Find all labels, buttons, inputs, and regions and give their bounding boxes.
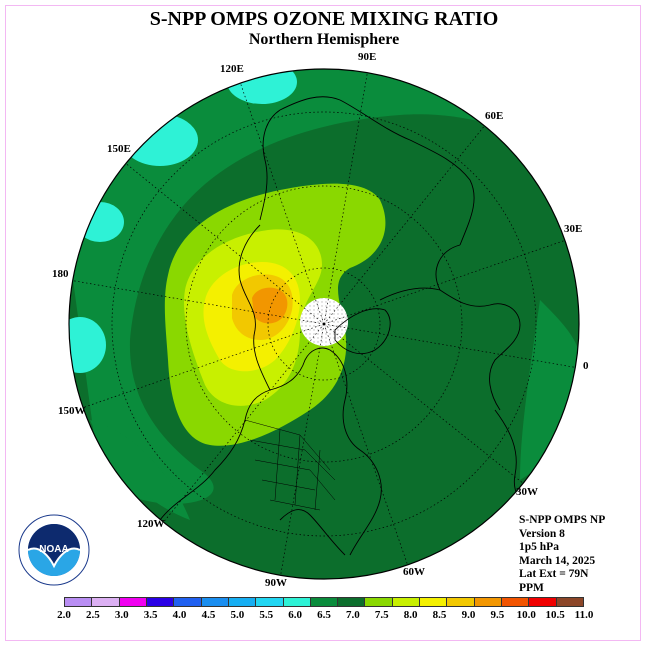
us-states xyxy=(244,419,336,511)
colorbar-cell xyxy=(420,598,448,606)
colorbar-cell xyxy=(256,598,284,606)
field-5-5-d xyxy=(69,317,106,373)
colorbar-cell xyxy=(447,598,475,606)
meridian-90w xyxy=(279,323,325,579)
lon-label-120e: 120E xyxy=(220,63,244,75)
lon-label-90w: 90W xyxy=(265,577,287,589)
coast-greenland xyxy=(334,308,391,354)
meridian-0 xyxy=(323,323,579,369)
lat-circle-60 xyxy=(185,185,463,463)
pole-missing-data xyxy=(300,298,348,346)
colorbar-tick-label: 2.5 xyxy=(86,609,100,621)
coast-north-america xyxy=(159,224,382,556)
info-block: S-NPP OMPS NP Version 8 1p5 hPa March 14… xyxy=(519,514,605,595)
meridian-90e xyxy=(323,69,369,325)
colorbar-cell xyxy=(392,598,421,606)
lon-label-0: 0 xyxy=(583,360,589,372)
map-title: S-NPP OMPS OZONE MIXING RATIO xyxy=(149,8,499,30)
colorbar-cell xyxy=(365,598,393,606)
info-units: PPM xyxy=(519,581,544,594)
map-boundary xyxy=(68,68,580,580)
colorbar-cell xyxy=(310,598,339,606)
colorbar-tick-label: 3.0 xyxy=(114,609,129,621)
field-9-5 xyxy=(252,287,288,324)
lon-label-30w: 30W xyxy=(516,486,538,498)
colorbar-tick-label: 5.5 xyxy=(259,609,274,621)
graticule xyxy=(69,69,579,579)
lon-label-150w: 150W xyxy=(58,405,86,417)
colorbar-cell xyxy=(338,598,366,606)
colorbar-tick-label: 11.0 xyxy=(574,609,594,621)
coast-europe xyxy=(379,244,521,411)
field-5-5-b xyxy=(122,114,198,166)
colorbar-tick-label: 5.0 xyxy=(230,609,245,621)
meridian-30e xyxy=(323,239,567,325)
map-subtitle: Northern Hemisphere xyxy=(248,31,400,48)
meridian-120w xyxy=(161,323,325,525)
page-frame xyxy=(5,5,641,641)
meridian-30w xyxy=(323,323,525,485)
lon-label-30e: 30E xyxy=(564,223,583,235)
lon-label-180: 180 xyxy=(52,268,69,280)
colorbar-cell xyxy=(92,598,120,606)
colorbar-tick-label: 6.5 xyxy=(317,609,331,621)
colorbar-cell xyxy=(529,598,557,606)
colorbar xyxy=(64,597,584,607)
colorbar-tick-label: 8.0 xyxy=(403,609,418,621)
coast-asia xyxy=(259,96,475,246)
colorbar-tick-label: 8.5 xyxy=(432,609,447,621)
field-6-5-west xyxy=(69,69,560,504)
info-product: S-NPP OMPS NP xyxy=(519,514,606,526)
colorbar-cell xyxy=(201,598,229,606)
info-lat-ext: Lat Ext = 79N xyxy=(519,568,589,580)
meridian-60e xyxy=(323,123,487,325)
lon-label-90e: 90E xyxy=(358,51,377,63)
lon-label-60w: 60W xyxy=(403,566,425,578)
lat-circle-40 xyxy=(111,111,537,537)
colorbar-cell xyxy=(65,598,93,606)
meridian-150e xyxy=(123,161,325,325)
colorbar-cell xyxy=(228,598,257,606)
colorbar-tick-label: 2.0 xyxy=(57,609,71,621)
logo-text: NOAA xyxy=(39,544,68,555)
meridian-150w xyxy=(81,323,325,409)
coast-mexico xyxy=(279,509,346,556)
field-6-5-bottom xyxy=(90,420,190,520)
lon-label-150e: 150E xyxy=(107,143,131,155)
meridian-180 xyxy=(69,279,325,325)
colorbar-cell xyxy=(174,598,202,606)
info-version: Version 8 xyxy=(519,527,565,540)
colorbar-cell xyxy=(474,598,502,606)
colorbar-tick-label: 7.0 xyxy=(346,609,360,621)
colorbar-cell xyxy=(556,598,583,606)
colorbar-tick-label: 4.0 xyxy=(172,609,187,621)
colorbar-cell xyxy=(502,598,530,606)
lon-label-120w: 120W xyxy=(137,518,165,530)
colorbar-tick-label: 10.0 xyxy=(516,609,536,621)
colorbar-tick-label: 4.5 xyxy=(201,609,216,621)
info-date: March 14, 2025 xyxy=(519,554,596,567)
colorbar-tick-label: 9.5 xyxy=(490,609,505,621)
meridian-120e xyxy=(239,81,325,325)
colorbar-tick-label: 3.5 xyxy=(143,609,158,621)
lon-label-60e: 60E xyxy=(485,110,504,122)
colorbar-tick-label: 10.5 xyxy=(545,609,565,621)
colorbar-tick-label: 6.0 xyxy=(288,609,302,621)
ozone-field xyxy=(69,69,579,579)
colorbar-cell xyxy=(283,598,311,606)
colorbar-tick-label: 7.5 xyxy=(374,609,389,621)
info-level: 1p5 hPa xyxy=(519,541,559,553)
field-5-5-c xyxy=(76,202,124,242)
colorbar-tick-label: 9.0 xyxy=(461,609,476,621)
lat-circle-80 xyxy=(267,267,381,381)
colorbar-cell xyxy=(119,598,147,606)
colorbar-cell xyxy=(146,598,175,606)
noaa-logo-icon: NOAA xyxy=(18,514,90,586)
meridian-60w xyxy=(323,323,409,567)
